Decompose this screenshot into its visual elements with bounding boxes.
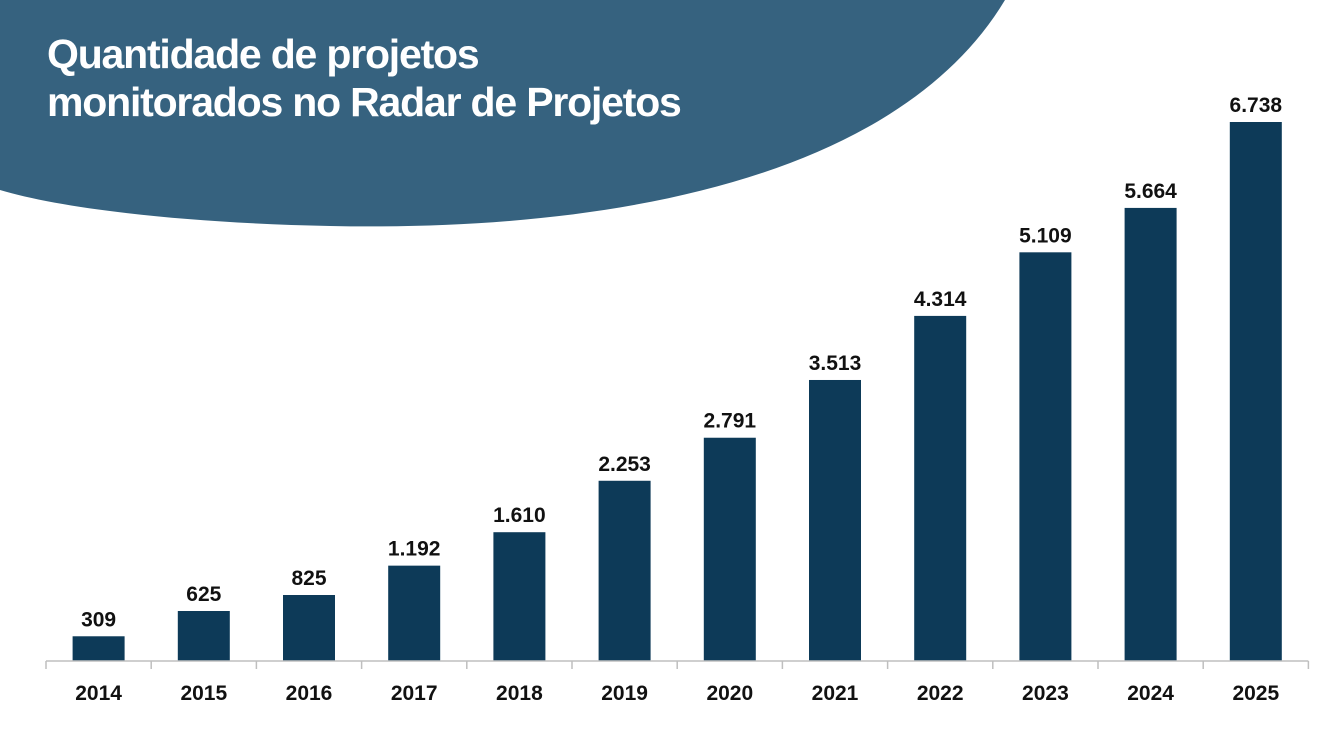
- bar-2024: [1124, 207, 1177, 661]
- bar-2025: [1229, 122, 1282, 661]
- data-label-2014: 309: [81, 608, 116, 631]
- data-label-2025: 6.738: [1230, 94, 1283, 117]
- data-label-2015: 625: [186, 583, 221, 606]
- bar-2018: [493, 532, 546, 661]
- x-tick-label-2025: 2025: [1232, 682, 1279, 705]
- x-tick-label-2019: 2019: [601, 682, 648, 705]
- chart-title: Quantidade de projetos monitorados no Ra…: [47, 30, 682, 126]
- x-tick-label-2022: 2022: [917, 682, 964, 705]
- x-tick-label-2021: 2021: [812, 682, 859, 705]
- x-tick-label-2015: 2015: [180, 682, 227, 705]
- bar-2020: [703, 437, 756, 661]
- bar-2015: [177, 611, 230, 661]
- chart-title-line-1: Quantidade de projetos: [47, 31, 480, 77]
- x-tick-label-2017: 2017: [391, 682, 438, 705]
- x-tick-label-2024: 2024: [1127, 682, 1174, 705]
- data-label-2022: 4.314: [914, 288, 967, 311]
- header-ellipse: [0, 0, 1005, 227]
- bar-2023: [1019, 252, 1072, 661]
- data-label-2017: 1.192: [388, 538, 441, 561]
- chart-title-line-2: monitorados no Radar de Projetos: [47, 79, 682, 125]
- bar-2021: [809, 379, 861, 661]
- x-tick-label-2016: 2016: [286, 682, 333, 705]
- bar-2022: [914, 315, 967, 661]
- bar-2019: [598, 480, 651, 661]
- x-tick-label-2020: 2020: [706, 682, 753, 705]
- x-tick-label-2018: 2018: [496, 682, 543, 705]
- data-label-2016: 825: [291, 567, 326, 590]
- x-tick-label-2014: 2014: [75, 682, 122, 705]
- data-label-2021: 3.513: [809, 352, 862, 375]
- bar-2014: [72, 636, 125, 661]
- data-label-2018: 1.610: [493, 504, 546, 527]
- data-label-2019: 2.253: [598, 453, 651, 476]
- bar-2016: [283, 595, 335, 661]
- x-tick-label-2023: 2023: [1022, 682, 1069, 705]
- data-label-2024: 5.664: [1124, 180, 1177, 203]
- bar-2017: [388, 565, 441, 661]
- data-label-2023: 5.109: [1019, 224, 1072, 247]
- data-label-2020: 2.791: [704, 410, 757, 433]
